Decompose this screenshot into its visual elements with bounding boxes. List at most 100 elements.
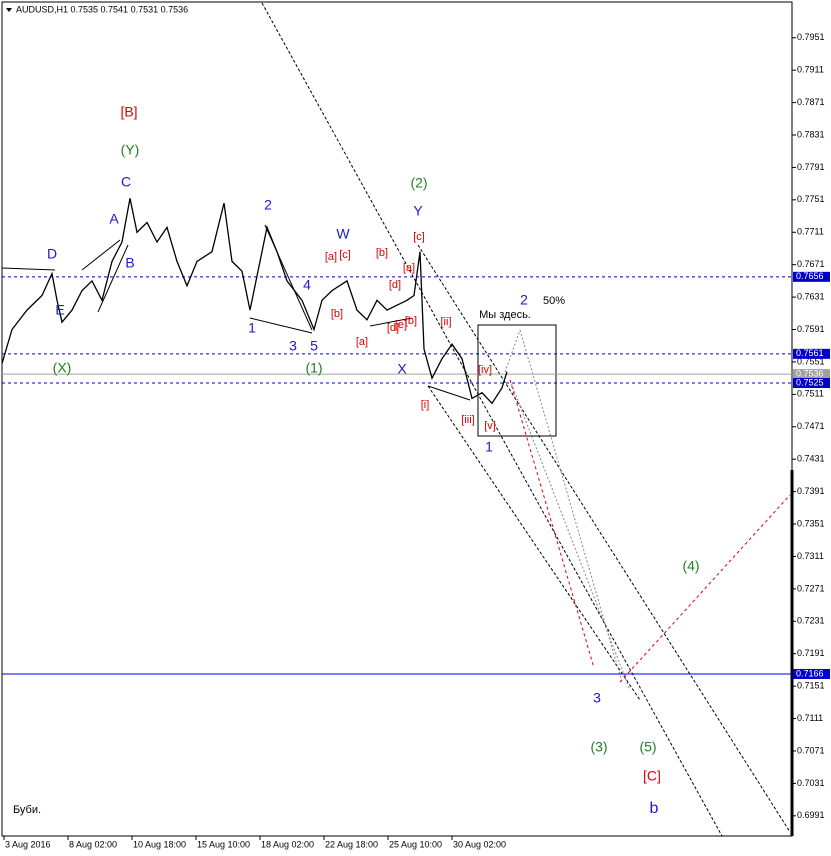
- x-tick-label: 15 Aug 10:00: [197, 839, 250, 849]
- wave-label: (3): [590, 739, 607, 755]
- trend-line: [427, 385, 641, 701]
- level-label: 0.7525: [796, 377, 824, 387]
- wave-line: [97, 244, 129, 313]
- wave-label: 1: [485, 439, 493, 455]
- y-tick-label: 0.7391: [797, 486, 825, 496]
- red-projection: [509, 379, 595, 669]
- wave-label: [d]: [389, 279, 401, 291]
- y-tick-label: 0.7671: [797, 259, 825, 269]
- wave-label: [i]: [421, 399, 430, 411]
- y-tick-label: 0.7191: [797, 648, 825, 658]
- level-label-bg: [793, 348, 830, 359]
- projection-line: [509, 379, 631, 691]
- wave-label: W: [336, 226, 350, 242]
- wave-label: [iii]: [461, 414, 474, 426]
- dropdown-icon: [6, 8, 12, 12]
- projection-lines: [504, 329, 631, 691]
- y-tick-label: 0.7471: [797, 421, 825, 431]
- price-line: [1, 198, 508, 405]
- y-tick-label: 0.7031: [797, 778, 825, 788]
- y-tick-label: 0.7751: [797, 194, 825, 204]
- wave-label: C: [121, 174, 131, 190]
- wave-line: [427, 385, 471, 401]
- wave-label: [d]: [387, 322, 399, 334]
- level-label: 0.7536: [796, 368, 824, 378]
- x-tick-label: 25 Aug 10:00: [389, 839, 442, 849]
- level-label: 0.7656: [796, 271, 824, 281]
- level-label-bg: [793, 378, 830, 389]
- x-tick-label: 10 Aug 18:00: [133, 839, 186, 849]
- wave-label: 2: [264, 197, 272, 213]
- wave-label: Буби.: [13, 804, 41, 816]
- wave-label: [b]: [331, 308, 343, 320]
- wave-label: Y: [413, 203, 423, 219]
- wave-label: [C]: [643, 768, 661, 784]
- wave-line: [249, 317, 313, 334]
- x-tick-label: 30 Aug 02:00: [453, 839, 506, 849]
- y-tick-label: 0.7831: [797, 129, 825, 139]
- wave-label: B: [125, 255, 134, 271]
- wave-label: 2: [520, 292, 528, 308]
- wave-label: (2): [410, 175, 427, 191]
- y-tick-label: 0.7591: [797, 324, 825, 334]
- y-tick-label: 0.7431: [797, 454, 825, 464]
- level-label: 0.7166: [796, 668, 824, 678]
- red-projection: [619, 494, 791, 683]
- wave-label: D: [47, 246, 57, 262]
- y-tick-label: 0.7071: [797, 745, 825, 755]
- x-tick-label: 3 Aug 2016: [5, 839, 51, 849]
- wave-label: [b]: [376, 247, 388, 259]
- plot-frame: [1, 1, 793, 837]
- wave-label: (X): [53, 360, 72, 376]
- y-tick-label: 0.7951: [797, 32, 825, 42]
- wave-label: [iv]: [478, 364, 492, 376]
- wave-label: [c]: [413, 231, 425, 243]
- y-tick-label: 0.7231: [797, 616, 825, 626]
- y-tick-label: 0.7791: [797, 162, 825, 172]
- red-projections: [509, 379, 791, 683]
- trend-line: [261, 2, 723, 837]
- x-tick-label: 18 Aug 02:00: [261, 839, 314, 849]
- projection-line: [519, 329, 623, 683]
- trend-line: [417, 244, 791, 833]
- wave-label: 4: [303, 277, 311, 293]
- y-tick-label: 0.6991: [797, 810, 825, 820]
- wave-label: [B]: [120, 104, 137, 120]
- y-tick-label: 0.7351: [797, 518, 825, 528]
- y-tick-label: 0.7511: [797, 389, 824, 399]
- wave-label: 3: [289, 338, 297, 354]
- wave-label: (Y): [121, 142, 140, 158]
- wave-label: A: [109, 211, 119, 227]
- trend-lines: [261, 2, 791, 837]
- x-tick-label: 8 Aug 02:00: [69, 839, 117, 849]
- wave-label: [v]: [484, 420, 496, 432]
- wave-label: 3: [593, 690, 601, 706]
- wave-label: [a]: [356, 336, 368, 348]
- x-tick-label: 22 Aug 18:00: [325, 839, 378, 849]
- target-box: [477, 324, 557, 437]
- y-tick-label: 0.7311: [797, 551, 824, 561]
- level-label-bg: [793, 369, 830, 380]
- wave-label: E: [55, 302, 64, 318]
- wave-label: 1: [248, 320, 256, 336]
- wave-label: (4): [682, 558, 699, 574]
- wave-label: [b]: [405, 315, 417, 327]
- level-label-bg: [793, 271, 830, 282]
- wave-label: 50%: [543, 295, 565, 307]
- wave-label: [e]: [395, 319, 407, 331]
- level-label-bg: [793, 668, 830, 679]
- y-tick-label: 0.7271: [797, 583, 825, 593]
- wave-label: [a]: [325, 251, 337, 263]
- wave-label: [a]: [403, 262, 415, 274]
- projection-line: [504, 329, 521, 373]
- chart-title: AUDUSD,H1 0.7535 0.7541 0.7531 0.7536: [16, 4, 188, 14]
- wave-label: b: [650, 800, 659, 817]
- y-tick-label: 0.7911: [797, 65, 824, 75]
- wave-label: X: [397, 361, 407, 377]
- y-tick-label: 0.7151: [797, 681, 825, 691]
- wave-label: [ii]: [441, 316, 452, 328]
- wave-label: Мы здесь.: [479, 309, 531, 321]
- wave-label: [c]: [339, 249, 351, 261]
